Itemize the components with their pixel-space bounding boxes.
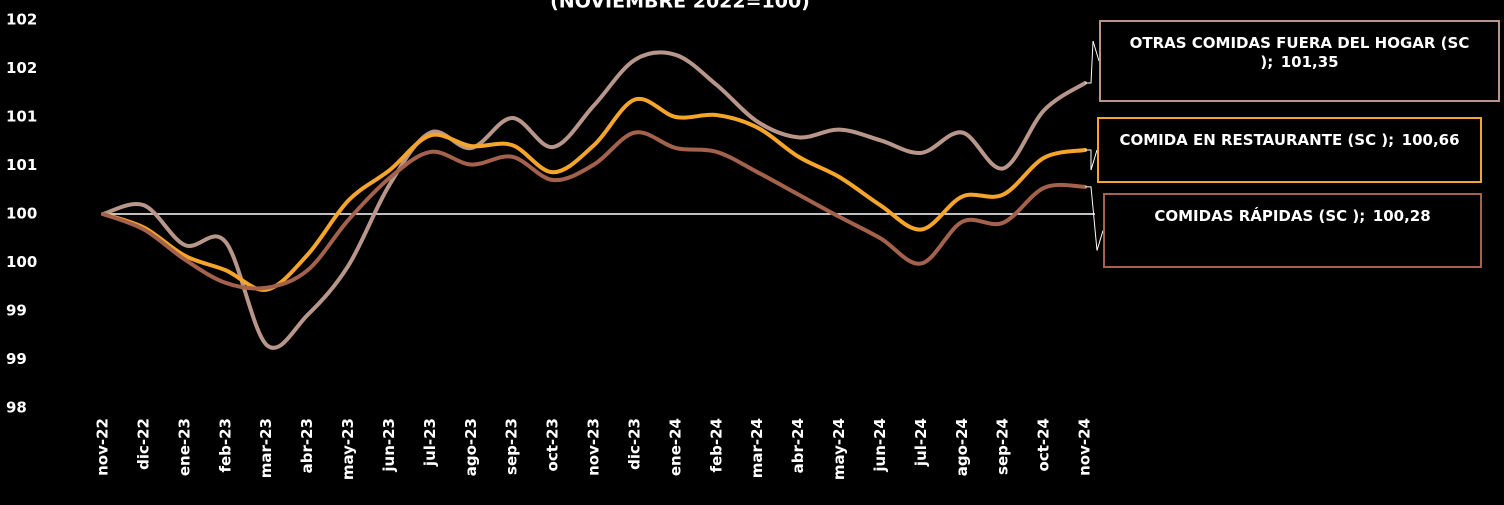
x-tick-label: mar-23 — [257, 418, 275, 478]
leader-line — [1085, 40, 1100, 84]
chart-subtitle: (NOVIEMBRE 2022=100) — [550, 0, 810, 13]
x-tick-label: nov-24 — [1076, 418, 1094, 476]
x-tick-label: may-24 — [830, 418, 848, 480]
data-label: 100,66 — [1401, 131, 1460, 149]
x-tick-label: oct-24 — [1035, 418, 1053, 471]
y-tick-label: 101 — [6, 156, 37, 174]
x-tick-label: jul-23 — [421, 418, 439, 467]
series-label: OTRAS COMIDAS FUERA DEL HOGAR (SC ); — [1129, 34, 1470, 71]
series-label: COMIDAS RÁPIDAS (SC ); — [1154, 207, 1366, 225]
series-line — [101, 50, 1087, 350]
x-tick-label: dic-23 — [625, 418, 643, 470]
x-tick-label: abr-24 — [789, 418, 807, 473]
y-tick-label: 100 — [6, 253, 37, 271]
leader-line — [1085, 149, 1098, 171]
x-tick-label: feb-24 — [707, 418, 725, 473]
data-label-box: COMIDAS RÁPIDAS (SC ); 100,28 — [1103, 193, 1482, 268]
series-label: COMIDA EN RESTAURANTE (SC ); — [1119, 131, 1395, 149]
data-label-box: COMIDA EN RESTAURANTE (SC ); 100,66 — [1097, 117, 1482, 183]
series-line — [101, 130, 1087, 291]
y-tick-label: 98 — [6, 399, 27, 417]
x-tick-label: jul-24 — [912, 418, 930, 467]
x-tick-label: jun-24 — [871, 418, 889, 473]
series-line — [101, 96, 1087, 292]
data-label: 100,28 — [1372, 207, 1431, 225]
x-tick-label: dic-22 — [134, 418, 152, 470]
y-tick-label: 102 — [6, 59, 37, 77]
x-tick-label: sep-23 — [503, 418, 521, 475]
y-tick-label: 101 — [6, 108, 37, 126]
y-tick-label: 99 — [6, 350, 27, 368]
x-tick-label: mar-24 — [748, 418, 766, 478]
y-tick-label: 102 — [6, 11, 37, 29]
data-label: 101,35 — [1280, 53, 1339, 71]
x-tick-label: nov-23 — [585, 418, 603, 476]
x-tick-label: nov-22 — [94, 418, 112, 476]
x-tick-label: feb-23 — [216, 418, 234, 473]
x-tick-label: ago-24 — [953, 418, 971, 476]
x-tick-label: ene-24 — [666, 418, 684, 476]
x-tick-label: abr-23 — [298, 418, 316, 473]
leader-line — [1085, 186, 1104, 251]
y-tick-label: 100 — [6, 205, 37, 223]
x-tick-label: ago-23 — [462, 418, 480, 476]
data-label-box: OTRAS COMIDAS FUERA DEL HOGAR (SC ); 101,… — [1099, 20, 1500, 102]
x-tick-label: oct-23 — [544, 418, 562, 471]
x-tick-label: ene-23 — [175, 418, 193, 476]
x-tick-label: jun-23 — [380, 418, 398, 473]
x-tick-label: may-23 — [339, 418, 357, 480]
x-tick-label: sep-24 — [994, 418, 1012, 475]
y-tick-label: 99 — [6, 302, 27, 320]
